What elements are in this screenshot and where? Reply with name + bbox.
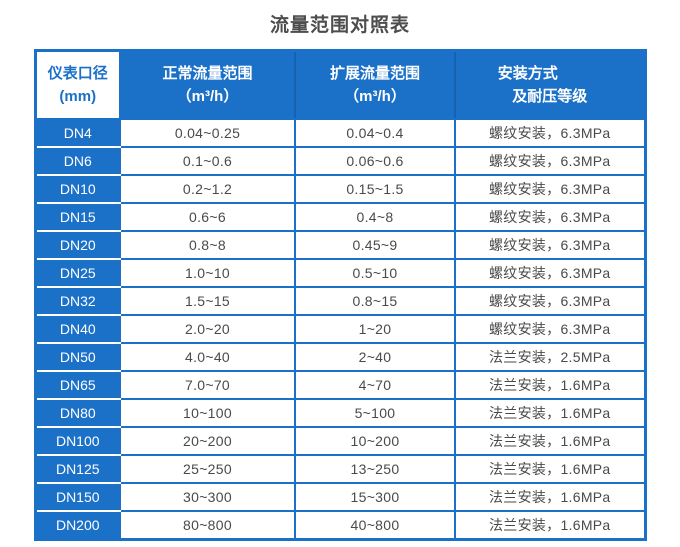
cell-diameter: DN40	[35, 314, 121, 344]
cell-extended-range: 0.8~15	[294, 286, 456, 316]
cell-normal-range: 4.0~40	[119, 342, 296, 372]
table-row: DN125 25~250 13~250 法兰安装，1.6MPa	[35, 454, 646, 484]
cell-installation: 法兰安装，1.6MPa	[454, 398, 646, 428]
cell-installation: 法兰安装，1.6MPa	[454, 370, 646, 400]
cell-normal-range: 0.6~6	[119, 202, 296, 232]
cell-normal-range: 0.8~8	[119, 230, 296, 260]
cell-diameter: DN65	[35, 370, 121, 400]
cell-extended-range: 0.04~0.4	[294, 118, 456, 148]
cell-extended-range: 40~800	[294, 510, 456, 541]
table-row: DN50 4.0~40 2~40 法兰安装，2.5MPa	[35, 342, 646, 372]
table-row: DN40 2.0~20 1~20 螺纹安装，6.3MPa	[35, 314, 646, 344]
cell-diameter: DN80	[35, 398, 121, 428]
cell-diameter: DN50	[35, 342, 121, 372]
cell-extended-range: 1~20	[294, 314, 456, 344]
header-installation: 安装方式 及耐压等级	[455, 50, 645, 120]
cell-extended-range: 0.45~9	[294, 230, 456, 260]
header-normal-range: 正常流量范围 （m³/h）	[120, 50, 296, 120]
header-row: 仪表口径 (mm) 正常流量范围 （m³/h） 扩展流量范围 （m³/h） 安装…	[35, 50, 645, 120]
cell-extended-range: 15~300	[294, 482, 456, 512]
cell-extended-range: 10~200	[294, 426, 456, 456]
header-installation-sublabel: 及耐压等级	[512, 88, 588, 105]
table-row: DN6 0.1~0.6 0.06~0.6 螺纹安装，6.3MPa	[35, 146, 646, 176]
cell-installation: 螺纹安装，6.3MPa	[454, 174, 646, 204]
table-row: DN80 10~100 5~100 法兰安装，1.6MPa	[35, 398, 646, 428]
header-diameter: 仪表口径 (mm)	[35, 50, 121, 120]
cell-installation: 螺纹安装，6.3MPa	[454, 202, 646, 232]
cell-extended-range: 4~70	[294, 370, 456, 400]
cell-diameter: DN15	[35, 202, 121, 232]
cell-normal-range: 1.5~15	[119, 286, 296, 316]
header-normal-range-unit: （m³/h）	[176, 88, 239, 105]
cell-normal-range: 30~300	[119, 482, 296, 512]
cell-diameter: DN20	[35, 230, 121, 260]
cell-installation: 螺纹安装，6.3MPa	[454, 314, 646, 344]
cell-diameter: DN125	[35, 454, 121, 484]
cell-extended-range: 13~250	[294, 454, 456, 484]
cell-normal-range: 80~800	[119, 510, 296, 541]
cell-installation: 螺纹安装，6.3MPa	[454, 258, 646, 288]
cell-diameter: DN200	[35, 510, 121, 541]
cell-extended-range: 0.15~1.5	[294, 174, 456, 204]
cell-diameter: DN32	[35, 286, 121, 316]
cell-installation: 螺纹安装，6.3MPa	[454, 230, 646, 260]
cell-normal-range: 7.0~70	[119, 370, 296, 400]
table-row: DN200 80~800 40~800 法兰安装，1.6MPa	[35, 510, 646, 541]
cell-diameter: DN25	[35, 258, 121, 288]
cell-extended-range: 2~40	[294, 342, 456, 372]
cell-diameter: DN100	[35, 426, 121, 456]
cell-diameter: DN6	[35, 146, 121, 176]
header-diameter-label: 仪表口径	[47, 64, 108, 82]
cell-installation: 法兰安装，1.6MPa	[454, 482, 646, 512]
cell-extended-range: 5~100	[294, 398, 456, 428]
cell-installation: 螺纹安装，6.3MPa	[454, 118, 646, 148]
page-title: 流量范围对照表	[269, 15, 410, 36]
cell-normal-range: 0.04~0.25	[119, 118, 296, 148]
table-row: DN4 0.04~0.25 0.04~0.4 螺纹安装，6.3MPa	[35, 118, 646, 148]
table-row: DN65 7.0~70 4~70 法兰安装，1.6MPa	[35, 370, 646, 400]
flow-range-table: 仪表口径 (mm) 正常流量范围 （m³/h） 扩展流量范围 （m³/h） 安装…	[33, 49, 647, 541]
header-installation-label: 安装方式	[497, 64, 558, 82]
table-body: DN4 0.04~0.25 0.04~0.4 螺纹安装，6.3MPa DN6 0…	[35, 118, 646, 541]
table-row: DN25 1.0~10 0.5~10 螺纹安装，6.3MPa	[35, 258, 646, 288]
header-extended-range-label: 扩展流量范围	[329, 64, 420, 82]
cell-installation: 法兰安装，1.6MPa	[454, 510, 646, 541]
cell-installation: 螺纹安装，6.3MPa	[454, 146, 646, 176]
cell-diameter: DN4	[35, 118, 121, 148]
cell-diameter: DN10	[35, 174, 121, 204]
cell-normal-range: 20~200	[119, 426, 296, 456]
cell-installation: 法兰安装，2.5MPa	[454, 342, 646, 372]
cell-normal-range: 0.1~0.6	[119, 146, 296, 176]
header-extended-range: 扩展流量范围 （m³/h）	[295, 50, 456, 120]
header-normal-range-label: 正常流量范围	[162, 64, 253, 82]
cell-extended-range: 0.5~10	[294, 258, 456, 288]
cell-normal-range: 2.0~20	[119, 314, 296, 344]
table-row: DN100 20~200 10~200 法兰安装，1.6MPa	[35, 426, 646, 456]
cell-normal-range: 10~100	[119, 398, 296, 428]
header-diameter-unit: (mm)	[59, 88, 97, 105]
table-row: DN20 0.8~8 0.45~9 螺纹安装，6.3MPa	[35, 230, 646, 260]
cell-installation: 法兰安装，1.6MPa	[454, 426, 646, 456]
table-row: DN150 30~300 15~300 法兰安装，1.6MPa	[35, 482, 646, 512]
table-row: DN15 0.6~6 0.4~8 螺纹安装，6.3MPa	[35, 202, 646, 232]
cell-normal-range: 0.2~1.2	[119, 174, 296, 204]
cell-installation: 螺纹安装，6.3MPa	[454, 286, 646, 316]
cell-diameter: DN150	[35, 482, 121, 512]
table-header: 仪表口径 (mm) 正常流量范围 （m³/h） 扩展流量范围 （m³/h） 安装…	[35, 50, 645, 120]
cell-normal-range: 1.0~10	[119, 258, 296, 288]
cell-extended-range: 0.4~8	[294, 202, 456, 232]
header-extended-range-unit: （m³/h）	[344, 88, 406, 105]
cell-extended-range: 0.06~0.6	[294, 146, 456, 176]
table-row: DN32 1.5~15 0.8~15 螺纹安装，6.3MPa	[35, 286, 646, 316]
cell-installation: 法兰安装，1.6MPa	[454, 454, 646, 484]
table-row: DN10 0.2~1.2 0.15~1.5 螺纹安装，6.3MPa	[35, 174, 646, 204]
cell-normal-range: 25~250	[119, 454, 296, 484]
